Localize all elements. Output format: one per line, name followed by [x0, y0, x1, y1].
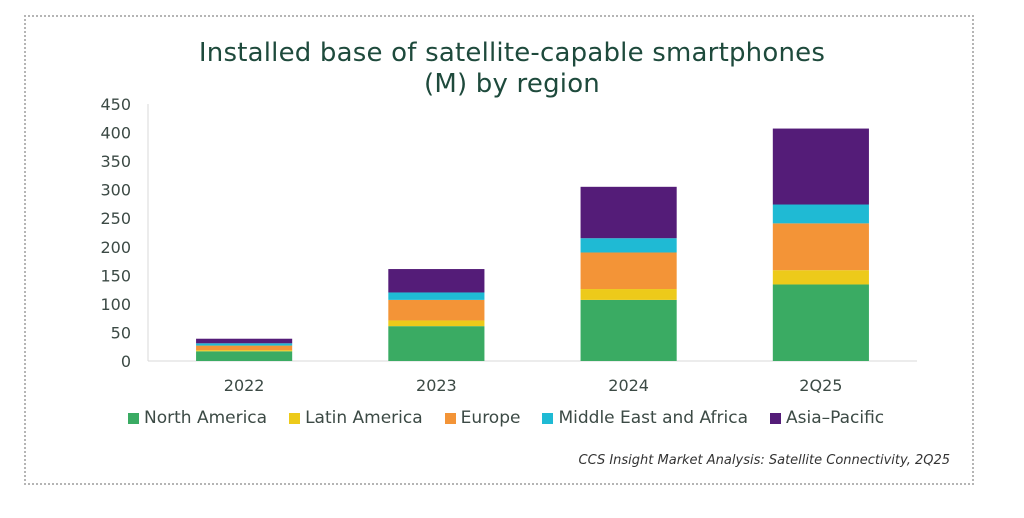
y-tick-label: 0 — [121, 352, 131, 371]
x-axis-labels: 2022 2023 2024 2Q25 — [224, 376, 843, 395]
y-tick-label: 250 — [100, 209, 131, 228]
y-tick-label: 200 — [100, 238, 131, 257]
bar-segment-asia-pacific-2q25 — [772, 128, 869, 205]
x-tick-label: 2022 — [224, 376, 265, 395]
legend-swatch — [444, 412, 456, 424]
bars — [196, 128, 869, 361]
legend-item: Asia–Pacific — [769, 408, 885, 428]
x-tick-label: 2024 — [608, 376, 649, 395]
y-tick-label: 100 — [100, 295, 131, 314]
bar-segment-latin-america-2022 — [196, 350, 293, 352]
chart-frame — [24, 15, 974, 485]
source-note: CCS Insight Market Analysis: Satellite C… — [578, 453, 950, 468]
legend-item: Europe — [444, 408, 521, 428]
bar-segment-middle-east-and-africa-2024 — [580, 238, 677, 253]
bar-segment-europe-2q25 — [772, 223, 869, 271]
bar-segment-europe-2024 — [580, 252, 677, 290]
y-axis-ticks: 0 50 100 150 200 250 300 350 400 450 — [100, 95, 131, 371]
bar-segment-north-america-2024 — [580, 299, 677, 361]
bar-segment-middle-east-and-africa-2022 — [196, 343, 293, 346]
bar-segment-asia-pacific-2023 — [388, 269, 485, 293]
legend-label: Europe — [460, 408, 521, 428]
y-tick-label: 300 — [100, 181, 131, 200]
y-tick-label: 50 — [111, 323, 131, 342]
bar-segment-asia-pacific-2022 — [196, 338, 293, 344]
legend-item: North America — [128, 408, 267, 428]
legend-label: Latin America — [305, 408, 423, 428]
legend-label: Middle East and Africa — [558, 408, 748, 428]
bar-segment-latin-america-2q25 — [772, 270, 869, 285]
legend-swatch — [769, 412, 781, 424]
legend: North America Latin America Europe Middle E… — [128, 408, 906, 428]
bar-segment-europe-2023 — [388, 299, 485, 321]
legend-label: Asia–Pacific — [785, 408, 885, 428]
x-tick-label: 2023 — [416, 376, 457, 395]
chart-title-line-1: Installed base of satellite-capable smar… — [198, 38, 826, 68]
legend-swatch — [289, 412, 301, 424]
bar-segment-asia-pacific-2024 — [580, 186, 677, 239]
bar-segment-europe-2022 — [196, 345, 293, 351]
legend-swatch — [128, 412, 139, 424]
bar-segment-north-america-2q25 — [772, 284, 869, 361]
bar-segment-middle-east-and-africa-2023 — [388, 292, 485, 300]
bar-segment-middle-east-and-africa-2q25 — [772, 204, 869, 224]
legend-item: Middle East and Africa — [542, 408, 748, 428]
chart-title-line-2: (M) by region — [424, 69, 600, 99]
bar-segment-north-america-2022 — [196, 351, 293, 361]
legend-item: Latin America — [289, 408, 423, 428]
y-tick-label: 150 — [100, 266, 131, 285]
bar-segment-north-america-2023 — [388, 326, 485, 361]
legend-swatch — [542, 412, 554, 424]
y-tick-label: 350 — [100, 152, 131, 171]
bar-segment-latin-america-2024 — [580, 289, 677, 300]
y-tick-label: 400 — [100, 124, 131, 143]
x-tick-label: 2Q25 — [799, 376, 842, 395]
chart-title: Installed base of satellite-capable smar… — [0, 38, 1024, 100]
legend-label: North America — [144, 408, 268, 428]
y-tick-label: 450 — [100, 95, 131, 114]
bar-segment-latin-america-2023 — [388, 320, 485, 327]
